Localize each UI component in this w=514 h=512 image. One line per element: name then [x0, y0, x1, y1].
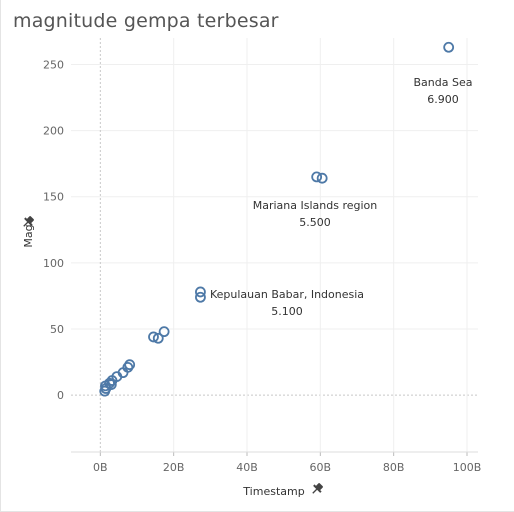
y-tick-label: 250: [43, 58, 64, 71]
x-tick-label: 80B: [383, 461, 405, 474]
annotation-label: Kepulauan Babar, Indonesia: [210, 288, 364, 301]
x-tick-label: 40B: [236, 461, 258, 474]
pin-icon[interactable]: [309, 481, 325, 497]
data-point[interactable]: [104, 377, 115, 389]
data-point[interactable]: [122, 361, 134, 373]
x-tick-label: 0B: [93, 461, 108, 474]
annotation-label: Banda Sea: [414, 76, 473, 89]
chart-title: magnitude gempa terbesar: [13, 10, 279, 32]
data-point[interactable]: [124, 359, 136, 371]
y-tick-label: 200: [43, 125, 64, 138]
x-axis-title[interactable]: Timestamp: [242, 485, 304, 498]
annotation-value: 6.900: [427, 93, 459, 106]
annotation-value: 5.100: [271, 305, 303, 318]
y-tick-label: 150: [43, 191, 64, 204]
data-point[interactable]: [105, 379, 117, 390]
data-point[interactable]: [148, 331, 159, 343]
data-point[interactable]: [195, 286, 206, 298]
x-tick-label: 20B: [163, 461, 185, 474]
x-tick-label: 60B: [310, 461, 332, 474]
axis-layer: 0 50 100 150 200 250 0B 20B 40B 60B 80B 100B: [43, 58, 481, 474]
y-tick-label: 100: [43, 257, 64, 270]
y-axis-title[interactable]: Mag: [22, 224, 35, 247]
data-point[interactable]: [152, 332, 164, 344]
grid-layer: [71, 38, 478, 452]
data-point[interactable]: [311, 171, 323, 183]
data-point[interactable]: [443, 41, 455, 53]
point-layer: [99, 41, 455, 397]
data-point[interactable]: [158, 326, 170, 338]
y-tick-label: 0: [57, 389, 64, 402]
y-tick-label: 50: [50, 323, 64, 336]
pin-icon[interactable]: [20, 214, 36, 230]
data-point[interactable]: [195, 291, 206, 303]
x-tick-label: 100B: [453, 461, 482, 474]
annotation-layer: Kepulauan Babar, Indonesia 5.100 Mariana I…: [210, 76, 473, 318]
data-point[interactable]: [316, 172, 328, 184]
annotation-label: Mariana Islands region: [253, 199, 378, 212]
annotation-value: 5.500: [299, 216, 331, 229]
